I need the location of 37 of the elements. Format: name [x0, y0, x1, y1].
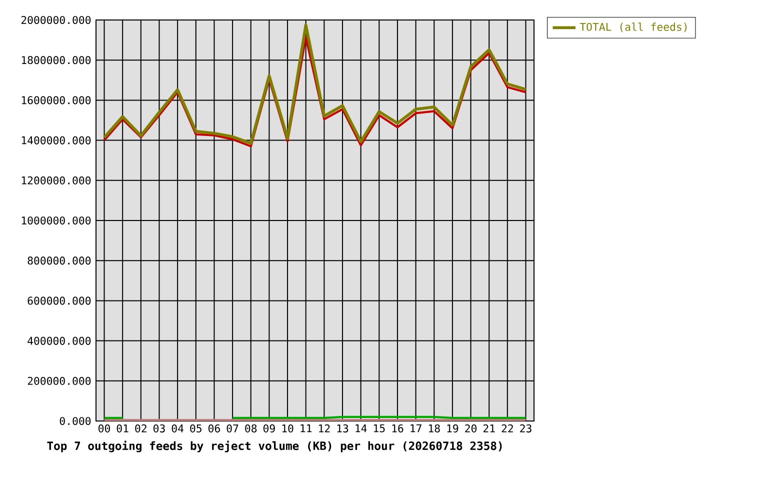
y-tick-label: 200000.000 — [28, 376, 91, 385]
x-tick-label: 14 — [356, 424, 367, 432]
x-tick-label: 10 — [282, 424, 294, 432]
y-tick-label: 1600000.000 — [22, 96, 91, 104]
x-tick-label: 00 — [98, 424, 110, 432]
x-tick-label: 01 — [116, 424, 128, 432]
x-tick-label: 11 — [300, 424, 312, 432]
y-tick-label: 400000.000 — [28, 336, 91, 345]
y-tick-label: 1200000.000 — [22, 176, 91, 184]
y-tick-label: 600000.000 — [28, 296, 91, 305]
x-tick-label: 20 — [465, 424, 477, 432]
x-tick-label: 23 — [520, 424, 532, 432]
y-tick-label: 800000.000 — [28, 256, 91, 265]
x-tick-label: 16 — [392, 424, 404, 432]
x-tick-label: 09 — [263, 424, 275, 432]
x-tick-label: 07 — [226, 424, 238, 432]
y-tick-label: 0.000 — [60, 416, 91, 426]
y-tick-label: 1000000.000 — [22, 216, 91, 225]
legend-label: TOTAL (all feeds) — [580, 22, 687, 32]
x-tick-label: 15 — [374, 424, 385, 432]
x-tick-label: 04 — [172, 424, 184, 432]
x-tick-label: 13 — [337, 424, 348, 432]
x-tick-label: 03 — [154, 424, 165, 432]
x-tick-label: 05 — [190, 424, 202, 432]
x-tick-label: 19 — [447, 424, 458, 432]
y-tick-label: 2000000.000 — [21, 16, 91, 24]
x-tick-label: 22 — [502, 424, 513, 432]
text: Top 7 outgoing feeds by reject volume (KB) per hour (20260718 2358) — [47, 440, 502, 452]
x-tick-label: 12 — [319, 424, 330, 432]
x-tick-label: 17 — [410, 424, 422, 432]
x-tick-label: 06 — [208, 424, 220, 432]
x-tick-label: 08 — [245, 424, 257, 432]
x-tick-label: 18 — [428, 424, 440, 432]
x-tick-label: 02 — [135, 424, 146, 432]
x-tick-label: 21 — [483, 424, 495, 432]
y-tick-label: 1400000.000 — [22, 136, 91, 144]
y-tick-label: 1800000.000 — [22, 56, 91, 64]
